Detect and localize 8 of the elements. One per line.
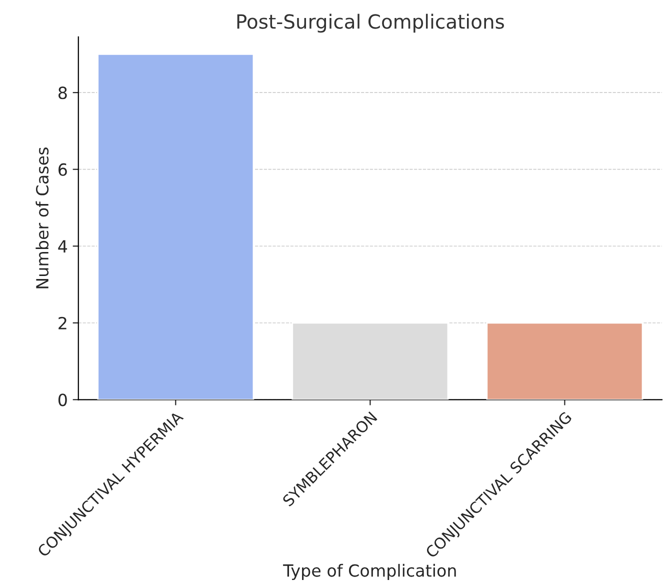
y-tick-label: 2 xyxy=(58,316,66,330)
y-tick-label: 4 xyxy=(58,240,68,252)
x-axis-title: Type of Complication xyxy=(283,564,456,580)
y-tick-label: 6 xyxy=(58,163,67,176)
y-tick-label: 0 xyxy=(58,394,67,406)
chart-title: Post-Surgical Complications xyxy=(237,14,504,33)
y-tick-label: 8 xyxy=(58,86,67,100)
y-axis-title: Number of Cases xyxy=(36,148,49,288)
